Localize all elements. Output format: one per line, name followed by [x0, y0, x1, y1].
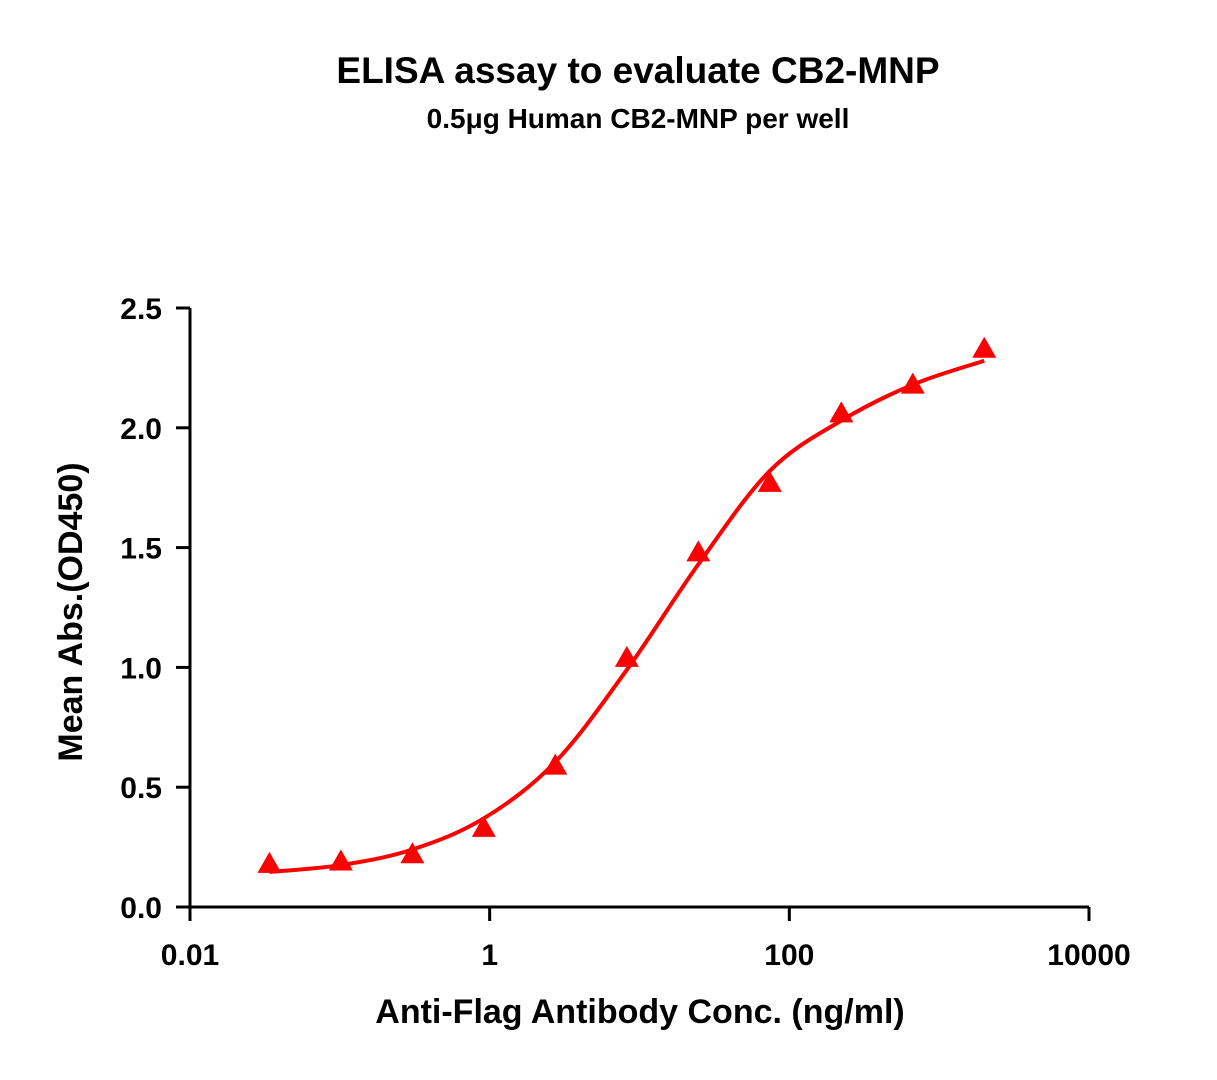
chart-title: ELISA assay to evaluate CB2-MNP	[336, 50, 939, 91]
x-tick-label: 100	[764, 939, 814, 972]
data-point	[257, 851, 282, 873]
y-tick-label: 1.5	[120, 533, 162, 566]
fit-curve	[269, 358, 985, 875]
y-axis-label: Mean Abs.(OD450)	[52, 462, 90, 761]
x-axis-label: Anti-Flag Antibody Conc. (ng/ml)	[375, 993, 904, 1031]
y-tick-label: 1.0	[120, 652, 162, 685]
x-tick-label: 0.01	[161, 939, 219, 972]
x-tick-label: 1	[481, 939, 498, 972]
chart-subtitle: 0.5μg Human CB2-MNP per well	[427, 103, 850, 134]
y-tick-label: 2.0	[120, 413, 162, 446]
data-point	[757, 470, 782, 492]
x-tick-label: 10000	[1047, 939, 1130, 972]
data-point	[471, 815, 496, 837]
data-point	[972, 336, 997, 358]
y-tick-label: 0.5	[120, 772, 162, 805]
y-tick-label: 0.0	[120, 892, 162, 925]
data-point	[400, 842, 425, 864]
y-tick-label: 2.5	[120, 293, 162, 326]
